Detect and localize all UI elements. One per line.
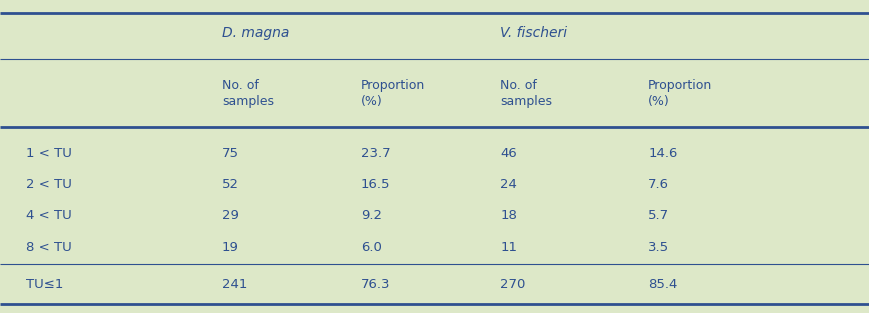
Text: 76.3: 76.3 — [361, 278, 390, 291]
Text: 24: 24 — [500, 178, 516, 191]
Text: 85.4: 85.4 — [647, 278, 677, 291]
Text: 75: 75 — [222, 147, 239, 160]
Text: 7.6: 7.6 — [647, 178, 668, 191]
Text: No. of
samples: No. of samples — [222, 80, 274, 108]
Text: Proportion
(%): Proportion (%) — [647, 80, 712, 108]
Text: 19: 19 — [222, 241, 238, 254]
Text: 18: 18 — [500, 209, 516, 223]
Text: 23.7: 23.7 — [361, 147, 390, 160]
Text: V. fischeri: V. fischeri — [500, 26, 567, 40]
Text: Proportion
(%): Proportion (%) — [361, 80, 425, 108]
Text: 270: 270 — [500, 278, 525, 291]
Text: 1 < TU: 1 < TU — [26, 147, 72, 160]
Text: 9.2: 9.2 — [361, 209, 381, 223]
Text: 46: 46 — [500, 147, 516, 160]
Text: 29: 29 — [222, 209, 238, 223]
Text: No. of
samples: No. of samples — [500, 80, 552, 108]
Text: TU≤1: TU≤1 — [26, 278, 63, 291]
Text: D. magna: D. magna — [222, 26, 289, 40]
Text: 14.6: 14.6 — [647, 147, 677, 160]
Text: 5.7: 5.7 — [647, 209, 668, 223]
Text: 3.5: 3.5 — [647, 241, 668, 254]
Text: 2 < TU: 2 < TU — [26, 178, 72, 191]
Text: 16.5: 16.5 — [361, 178, 390, 191]
Text: 241: 241 — [222, 278, 247, 291]
Text: 11: 11 — [500, 241, 517, 254]
Text: 8 < TU: 8 < TU — [26, 241, 72, 254]
Text: 52: 52 — [222, 178, 239, 191]
Text: 4 < TU: 4 < TU — [26, 209, 72, 223]
Text: 6.0: 6.0 — [361, 241, 381, 254]
